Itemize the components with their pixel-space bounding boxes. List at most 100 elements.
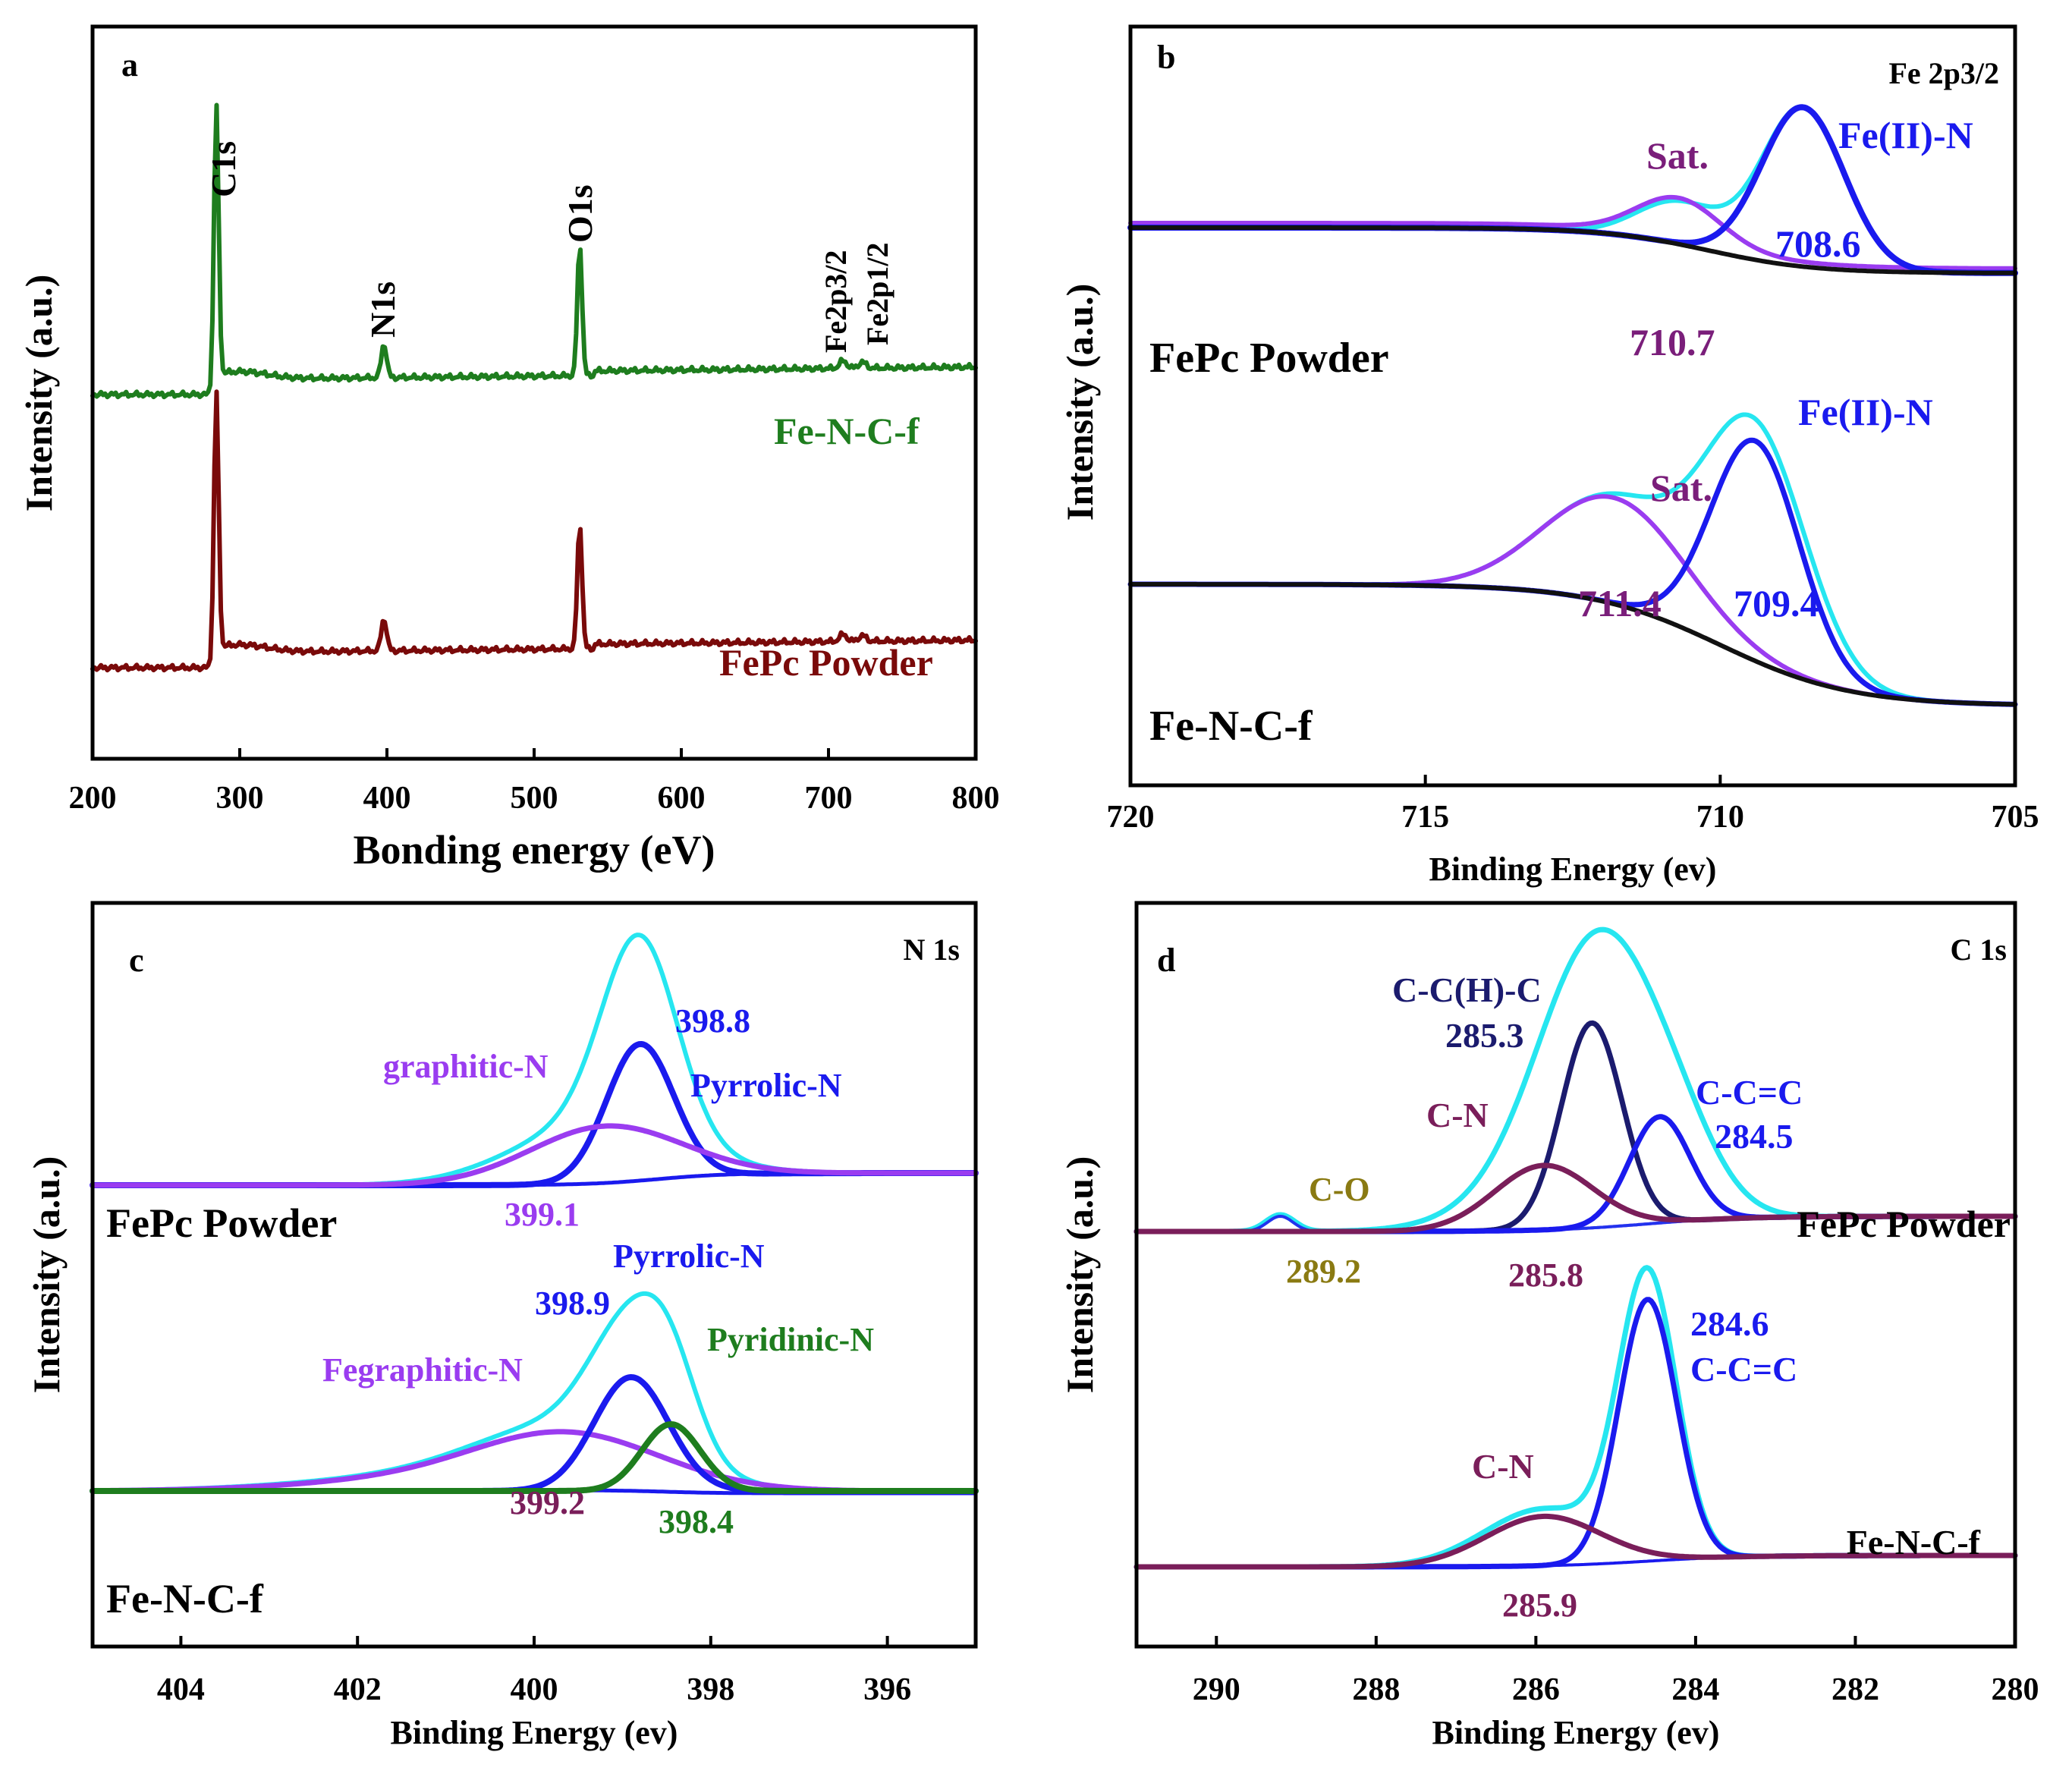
panel-d-curves xyxy=(1133,926,2018,1570)
series-label-fencf: Fe-N-C-f xyxy=(774,410,920,452)
d-top-cn xyxy=(1133,1162,2018,1235)
panel-c-ylabel: Intensity (a.u.) xyxy=(25,1156,68,1394)
panel-a-ylabel: Intensity (a.u.) xyxy=(17,275,60,512)
b-label-709-4: 709.4 xyxy=(1734,582,1819,624)
panel-b-sample-fencf: Fe-N-C-f xyxy=(1149,703,1313,750)
d-top-envelope xyxy=(1133,926,2018,1235)
b-tick-label-0: 720 xyxy=(1107,800,1155,835)
a-tick-label-5: 700 xyxy=(805,781,853,816)
d-label-cn-bottom: C-N xyxy=(1472,1447,1534,1486)
d-label-ccc-top: C-C=C xyxy=(1696,1073,1803,1112)
c-tick-label-3: 398 xyxy=(687,1672,734,1707)
a-tick-label-0: 200 xyxy=(69,781,117,816)
b-label-711-4: 711.4 xyxy=(1578,582,1662,624)
c-bottom-pyridinic xyxy=(90,1421,979,1494)
b-label-fe-top: Fe(II)-N xyxy=(1838,114,1973,156)
d-tick-label-0: 290 xyxy=(1193,1672,1240,1707)
panel-d: 290 288 286 284 282 280 d C 1s C-C(H)-C 285.3… xyxy=(1047,895,2071,1774)
panel-a-xlabel: Bonding energy (eV) xyxy=(354,827,715,873)
panel-d-ylabel: Intensity (a.u.) xyxy=(1058,1156,1101,1394)
c-label-pyrrolic-bottom: Pyrrolic-N xyxy=(613,1238,765,1275)
d-tick-label-3: 284 xyxy=(1671,1672,1719,1707)
b-tick-label-2: 710 xyxy=(1696,800,1744,835)
peak-label-n1s: N1s xyxy=(363,282,402,338)
c-tick-label-0: 404 xyxy=(157,1672,205,1707)
c-tick-label-2: 400 xyxy=(511,1672,558,1707)
panel-a-svg: 200 300 400 500 600 700 800 a C1s N1s O1s Fe2p… xyxy=(17,24,1000,873)
d-label-289-2: 289.2 xyxy=(1286,1253,1361,1290)
d-label-cn-top: C-N xyxy=(1426,1096,1489,1134)
a-tick-label-6: 800 xyxy=(952,781,1000,816)
panel-d-title: C 1s xyxy=(1951,933,2007,967)
panel-c-sample-fepc: FePc Powder xyxy=(106,1200,337,1246)
panel-b-ticks: 720 715 710 705 xyxy=(1107,775,2039,835)
a-tick-label-3: 500 xyxy=(511,781,558,816)
panel-a-ticks: 200 300 400 500 600 700 800 xyxy=(69,748,1000,816)
b-label-fe-bottom: Fe(II)-N xyxy=(1798,391,1933,433)
c-label-399-1: 399.1 xyxy=(505,1196,580,1233)
b-tick-label-3: 705 xyxy=(1992,800,2039,835)
panel-c-xlabel: Binding Energy (ev) xyxy=(391,1714,678,1751)
panel-b: 720 715 710 705 b Fe 2p3/2 FePc Powder Fe-N… xyxy=(1047,0,2071,911)
c-label-399-2: 399.2 xyxy=(510,1484,585,1521)
c-tick-label-1: 402 xyxy=(334,1672,382,1707)
panel-d-letter: d xyxy=(1157,942,1175,979)
panel-d-ticks: 290 288 286 284 282 280 xyxy=(1193,1636,2039,1707)
d-label-284-5: 284.5 xyxy=(1715,1117,1794,1156)
b-label-sat-top: Sat. xyxy=(1646,134,1709,177)
b-label-708-6: 708.6 xyxy=(1775,222,1861,265)
c-tick-label-4: 396 xyxy=(863,1672,911,1707)
panel-c-curves xyxy=(90,933,979,1496)
panel-a-curves xyxy=(90,102,978,673)
a-tick-label-2: 400 xyxy=(363,781,411,816)
c-label-pyridinic: Pyridinic-N xyxy=(707,1321,874,1358)
panel-b-xlabel: Binding Energy (ev) xyxy=(1429,851,1717,888)
d-label-cch: C-C(H)-C xyxy=(1392,970,1542,1009)
fepc-survey-line xyxy=(90,389,978,673)
panel-a-letter: a xyxy=(121,46,138,83)
b-bottom-fe xyxy=(1127,437,2018,707)
peak-label-fe2p12: Fe2p1/2 xyxy=(860,242,895,345)
c-label-graphitic: graphitic-N xyxy=(383,1048,549,1085)
d-tick-label-4: 282 xyxy=(1831,1672,1879,1707)
panel-b-title: Fe 2p3/2 xyxy=(1888,56,1999,90)
a-tick-label-4: 600 xyxy=(658,781,706,816)
panel-c-sample-fencf: Fe-N-C-f xyxy=(106,1576,264,1621)
c-label-398-8: 398.8 xyxy=(675,1002,750,1040)
c-label-fegraphitic: Fegraphitic-N xyxy=(322,1351,523,1389)
panel-d-sample-fencf: Fe-N-C-f xyxy=(1847,1523,1981,1562)
fencf-survey-line xyxy=(90,102,978,400)
panel-c-title: N 1s xyxy=(904,933,960,967)
b-bottom-envelope xyxy=(1128,412,2017,707)
d-label-ccc-bottom: C-C=C xyxy=(1690,1350,1797,1389)
peak-label-fe2p32: Fe2p3/2 xyxy=(819,250,853,353)
panel-b-ylabel: Intensity (a.u.) xyxy=(1058,284,1101,521)
panel-d-frame xyxy=(1134,901,2017,1649)
b-label-710-7: 710.7 xyxy=(1630,321,1715,363)
panel-d-sample-fepc: FePc Powder xyxy=(1797,1203,2011,1245)
panel-c-svg: 404 402 400 398 396 c N 1s FePc Powder Fe-N-… xyxy=(25,901,979,1751)
a-tick-label-1: 300 xyxy=(216,781,264,816)
b-bottom-sat xyxy=(1128,494,2017,707)
panel-c-ticks: 404 402 400 398 396 xyxy=(157,1636,911,1707)
b-label-sat-bottom: Sat. xyxy=(1650,467,1712,509)
d-label-co: C-O xyxy=(1309,1171,1370,1208)
b-tick-label-1: 715 xyxy=(1401,800,1449,835)
panel-b-sample-fepc: FePc Powder xyxy=(1149,335,1389,382)
panel-b-letter: b xyxy=(1157,39,1175,76)
c-top-graphitic xyxy=(90,1123,979,1188)
d-tick-label-2: 286 xyxy=(1512,1672,1560,1707)
d-bottom-cn xyxy=(1133,1513,2018,1570)
d-tick-label-5: 280 xyxy=(1992,1672,2039,1707)
panel-c: 404 402 400 398 396 c N 1s FePc Powder Fe-N-… xyxy=(0,895,1017,1774)
c-label-398-4: 398.4 xyxy=(659,1503,734,1540)
panel-b-svg: 720 715 710 705 b Fe 2p3/2 FePc Powder Fe-N… xyxy=(1058,24,2039,888)
b-top-sat xyxy=(1128,194,2017,271)
panel-c-letter: c xyxy=(129,942,144,979)
peak-label-o1s: O1s xyxy=(561,184,599,243)
d-label-285-9: 285.9 xyxy=(1502,1587,1577,1624)
panel-a: 200 300 400 500 600 700 800 a C1s N1s O1s Fe2p… xyxy=(0,0,1017,892)
panel-b-curves xyxy=(1127,104,2018,707)
c-bottom-fegraphitic xyxy=(90,1429,979,1494)
c-label-pyrrolic-top: Pyrrolic-N xyxy=(690,1067,842,1104)
